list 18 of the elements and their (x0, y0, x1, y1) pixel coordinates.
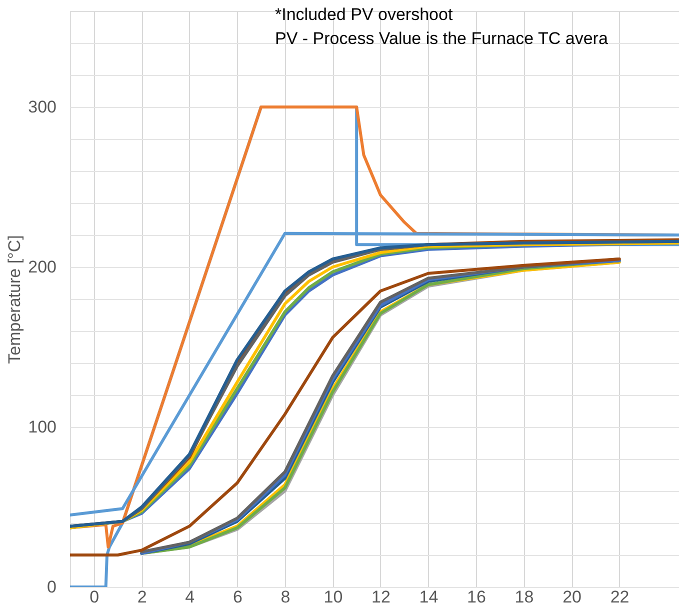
x-tick-label: 14 (419, 588, 438, 606)
x-tick-label: 22 (610, 588, 630, 606)
x-tick-label: 20 (562, 588, 582, 606)
x-tick-label: 10 (324, 588, 343, 606)
y-axis-title: Temperature [°C] (5, 235, 24, 364)
annotation: PV - Process Value is the Furnace TC avera (275, 29, 608, 48)
x-tick-label: 18 (514, 588, 534, 606)
x-tick-label: 4 (185, 588, 195, 606)
x-tick-label: 0 (90, 588, 100, 606)
x-tick-label: 2 (137, 588, 147, 606)
y-tick-label: 100 (28, 418, 56, 436)
x-tick-label: 8 (280, 588, 290, 606)
y-tick-label: 200 (28, 258, 56, 276)
x-tick-label: 12 (372, 588, 390, 606)
x-tick-label: 6 (232, 588, 242, 606)
y-tick-label: 300 (28, 98, 56, 116)
x-tick-label: 16 (467, 588, 486, 606)
annotation: *Included PV overshoot (275, 5, 453, 24)
